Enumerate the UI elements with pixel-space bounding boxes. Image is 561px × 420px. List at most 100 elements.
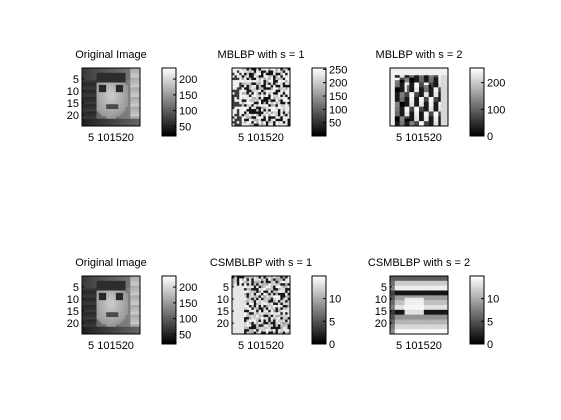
image-pixel [428,94,432,98]
image-pixel [103,300,107,303]
image-pixel [103,106,107,110]
image-pixel [241,97,245,100]
image-pixel [253,321,257,325]
image-pixel [234,307,238,311]
image-pixel [130,329,134,332]
image-pixel [101,326,105,330]
colorbar-band [312,90,326,93]
image-pixel [135,87,138,91]
colorbar-band [312,323,326,326]
image-pixel [246,89,250,93]
image-pixel [270,280,274,284]
image-pixel [98,77,102,81]
colorbar-tick-label: 200 [329,78,347,90]
image-pixel [275,280,279,284]
image-pixel [253,312,257,315]
image-pixel [137,312,141,315]
image-pixel [287,297,291,301]
image-pixel [135,290,138,294]
image-pixel [435,276,439,279]
image-pixel [421,109,425,112]
image-pixel [409,305,413,308]
image-pixel [399,121,403,124]
image-pixel [103,326,107,330]
image-pixel [275,94,279,98]
image-pixel [399,97,403,100]
image-pixel [440,331,444,335]
image-pixel [261,89,264,93]
image-pixel [443,288,446,291]
image-pixel [409,111,413,115]
image-pixel [280,319,284,323]
image-pixel [232,77,235,81]
image-pixel [258,118,262,122]
image-pixel [115,297,119,301]
image-pixel [111,302,114,306]
image-pixel [273,121,276,124]
image-pixel [402,99,405,103]
image-pixel [94,290,97,294]
image-pixel [411,72,415,76]
image-pixel [137,84,141,88]
image-pixel [404,331,408,335]
image-pixel [239,84,242,88]
image-pixel [241,305,245,308]
image-pixel [137,106,141,110]
image-pixel [234,77,238,81]
image-pixel [118,280,121,284]
image-pixel [280,292,284,296]
image-pixel [248,278,252,282]
image-pixel [244,121,247,124]
image-pixel [409,84,413,88]
image-pixel [84,94,88,98]
image-pixel [277,280,281,284]
image-pixel [96,97,100,100]
image-pixel [287,97,291,100]
image-pixel [125,123,129,127]
image-pixel [263,329,267,332]
image-pixel [402,321,405,325]
image-pixel [115,307,119,311]
image-pixel [251,292,255,296]
image-pixel [445,68,449,71]
image-pixel [113,329,117,332]
image-pixel [270,309,274,313]
image-pixel [406,314,410,318]
image-pixel [239,329,242,332]
image-pixel [106,324,109,328]
image-pixel [82,319,85,323]
image-pixel [232,99,235,103]
image-pixel [270,307,274,311]
image-pixel [399,297,403,301]
image-pixel [236,331,240,335]
image-pixel [258,278,262,282]
image-pixel [89,80,92,83]
image-pixel [399,278,403,282]
image-pixel [423,80,427,83]
colorbar-tick-label: 100 [487,104,505,116]
image-pixel [98,101,102,105]
image-pixel [239,321,242,325]
image-pixel [94,121,97,124]
image-pixel [402,312,405,315]
colorbar-band [312,78,326,81]
image-pixel [94,297,97,301]
image-pixel [433,309,437,313]
image-pixel [84,111,88,115]
image-pixel [251,92,255,95]
image-pixel [394,68,398,71]
image-pixel [239,285,242,289]
image-pixel [435,288,439,291]
image-pixel [241,295,245,299]
image-pixel [445,295,449,299]
image-pixel [282,329,286,332]
image-pixel [394,111,398,115]
image-pixel [273,109,276,112]
image-pixel [414,121,417,124]
image-pixel [431,94,434,98]
image-pixel [275,288,279,291]
image-pixel [108,331,112,335]
image-pixel [244,106,247,110]
colorbar-band [470,328,484,331]
